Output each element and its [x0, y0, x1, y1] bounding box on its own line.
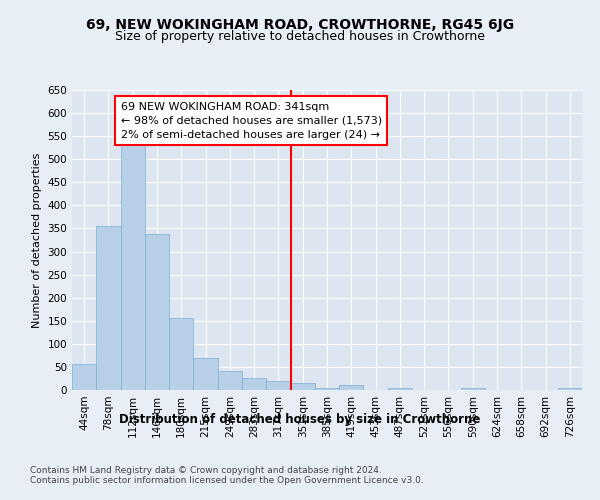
- Text: Contains HM Land Registry data © Crown copyright and database right 2024.: Contains HM Land Registry data © Crown c…: [30, 466, 382, 475]
- Bar: [218, 370, 242, 390]
- Bar: [290, 383, 315, 390]
- Bar: [339, 386, 364, 390]
- Bar: [461, 388, 485, 390]
- Text: Size of property relative to detached houses in Crowthorne: Size of property relative to detached ho…: [115, 30, 485, 43]
- Bar: [242, 378, 266, 390]
- Bar: [169, 318, 193, 390]
- Bar: [558, 388, 582, 390]
- Bar: [96, 226, 121, 390]
- Text: 69 NEW WOKINGHAM ROAD: 341sqm
← 98% of detached houses are smaller (1,573)
2% of: 69 NEW WOKINGHAM ROAD: 341sqm ← 98% of d…: [121, 102, 382, 140]
- Bar: [121, 140, 145, 390]
- Bar: [315, 388, 339, 390]
- Bar: [193, 358, 218, 390]
- Bar: [266, 381, 290, 390]
- Y-axis label: Number of detached properties: Number of detached properties: [32, 152, 42, 328]
- Text: Contains public sector information licensed under the Open Government Licence v3: Contains public sector information licen…: [30, 476, 424, 485]
- Bar: [388, 388, 412, 390]
- Text: 69, NEW WOKINGHAM ROAD, CROWTHORNE, RG45 6JG: 69, NEW WOKINGHAM ROAD, CROWTHORNE, RG45…: [86, 18, 514, 32]
- Text: Distribution of detached houses by size in Crowthorne: Distribution of detached houses by size …: [119, 412, 481, 426]
- Bar: [72, 364, 96, 390]
- Bar: [145, 234, 169, 390]
